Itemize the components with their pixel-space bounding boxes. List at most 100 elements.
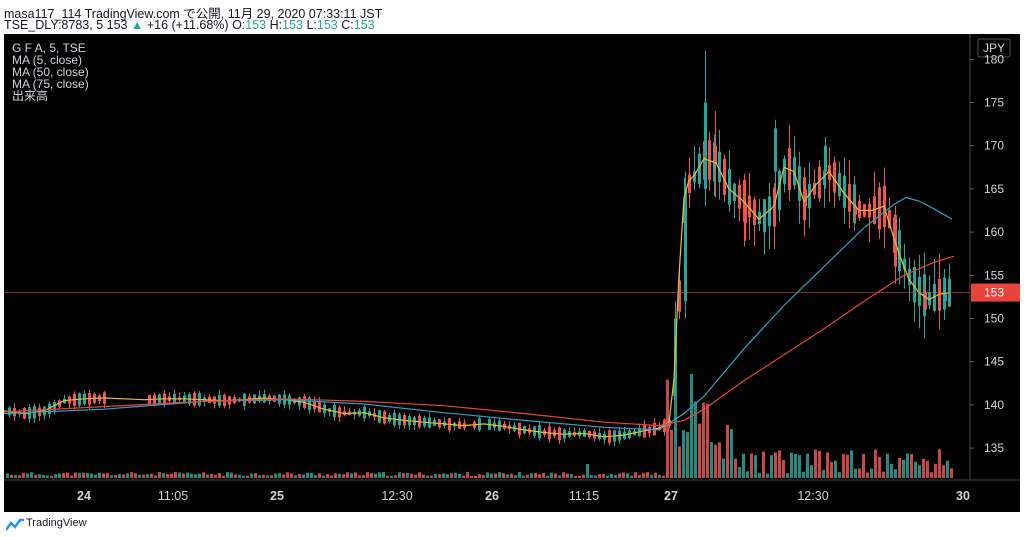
volume-bar: [502, 473, 505, 478]
volume-bar: [374, 473, 377, 478]
ma75-line: [4, 255, 955, 427]
tradingview-brand[interactable]: TradingView: [26, 517, 87, 529]
volume-bar: [66, 472, 69, 478]
volume-bar: [706, 403, 709, 478]
candle: [843, 175, 846, 208]
volume-bar: [398, 472, 401, 478]
candle: [753, 199, 756, 225]
volume-bar: [34, 474, 37, 478]
candle: [838, 172, 841, 197]
volume-bar: [902, 459, 905, 478]
volume-bar: [590, 475, 593, 478]
volume-bar: [582, 474, 585, 478]
volume-bar: [614, 475, 617, 478]
last-price-badge: [971, 283, 1020, 302]
volume-bar: [738, 467, 741, 478]
price-tick-label: 170: [984, 139, 1004, 153]
volume-bar: [50, 475, 53, 478]
price-tick-label: 145: [984, 355, 1004, 369]
volume-bar: [558, 475, 561, 478]
chart-legend: G F A, 5, TSE MA (5, close) MA (50, clos…: [12, 42, 89, 102]
volume-bar: [802, 471, 805, 478]
volume-bar: [222, 475, 225, 478]
volume-bar: [86, 472, 89, 478]
volume-bar: [830, 462, 833, 478]
volume-bar: [146, 474, 149, 478]
volume-bar: [166, 474, 169, 478]
volume-bar: [262, 474, 265, 478]
candle: [684, 188, 687, 302]
last-price-label: 153: [984, 286, 1004, 300]
volume-bar: [62, 473, 65, 478]
volume-bar: [258, 475, 261, 478]
legend-symbol[interactable]: G F A, 5, TSE: [12, 41, 86, 55]
volume-bar: [330, 475, 333, 478]
legend-ma50[interactable]: MA (50, close): [12, 65, 89, 79]
volume-bar: [486, 472, 489, 478]
time-tick-label: 27: [664, 489, 678, 503]
volume-bar: [514, 475, 517, 478]
volume-bar: [150, 473, 153, 478]
volume-bar: [734, 458, 737, 478]
volume-bar: [154, 475, 157, 478]
volume-bar: [174, 472, 177, 478]
high-value: 153: [282, 18, 303, 32]
candles: [8, 50, 951, 447]
legend-volume[interactable]: 出来高: [12, 89, 49, 103]
volume-bar: [218, 473, 221, 478]
volume-bar: [58, 473, 61, 478]
volume-bar: [606, 475, 609, 478]
volume-bar: [402, 473, 405, 478]
price-tick-label: 150: [984, 311, 1004, 325]
volume-bar: [946, 460, 949, 478]
volume-bar: [850, 450, 853, 478]
volume-bar: [230, 472, 233, 478]
volume-bar: [714, 444, 717, 478]
volume-bar: [274, 473, 277, 478]
volume-bar: [26, 473, 29, 478]
volume-bar: [90, 473, 93, 478]
volume-bar: [678, 446, 681, 478]
volume-bar: [430, 475, 433, 478]
volume-bar: [350, 473, 353, 478]
volume-bar: [266, 475, 269, 478]
tradingview-logo-icon[interactable]: [6, 518, 24, 532]
volume-bar: [646, 472, 649, 478]
volume-bar: [362, 475, 365, 478]
volume-bar: [674, 371, 677, 478]
volume-bar: [162, 473, 165, 478]
candle: [693, 171, 696, 183]
change-arrow-icon: ▲: [130, 18, 144, 32]
volume-bar: [238, 474, 241, 478]
chart-area[interactable]: JPY 135 140 145 150 155 160 165 170 175 180 153 24 11…: [4, 34, 1020, 512]
candle: [898, 230, 901, 272]
high-label: H:: [269, 18, 283, 32]
candle: [718, 151, 721, 183]
volume-bar: [410, 473, 413, 478]
volume-bar: [114, 475, 117, 478]
currency-box: [977, 38, 1011, 58]
volume-bar: [458, 473, 461, 478]
candle: [924, 292, 927, 310]
price-chart[interactable]: JPY 135 140 145 150 155 160 165 170 175 180 153 24 11…: [4, 34, 1020, 512]
volume-bar: [310, 472, 313, 478]
volume-bar: [910, 454, 913, 478]
legend-ma5[interactable]: MA (5, close): [12, 53, 83, 67]
volume-bar: [554, 473, 557, 478]
volume-bar: [474, 475, 477, 478]
volume-bar: [722, 458, 725, 478]
candle: [704, 102, 707, 189]
volume-bar: [134, 473, 137, 478]
volume-bar: [890, 463, 893, 478]
legend-ma75[interactable]: MA (75, close): [12, 77, 89, 91]
volume-bar: [442, 473, 445, 478]
ma50-line: [4, 196, 953, 431]
volume-bar: [454, 472, 457, 478]
volume-bar: [886, 453, 889, 478]
volume-bar: [918, 465, 921, 478]
volume-bar: [810, 465, 813, 478]
candle: [813, 182, 816, 195]
volume-bar: [602, 474, 605, 478]
volume-bar: [702, 402, 705, 478]
volume-bar: [82, 472, 85, 478]
